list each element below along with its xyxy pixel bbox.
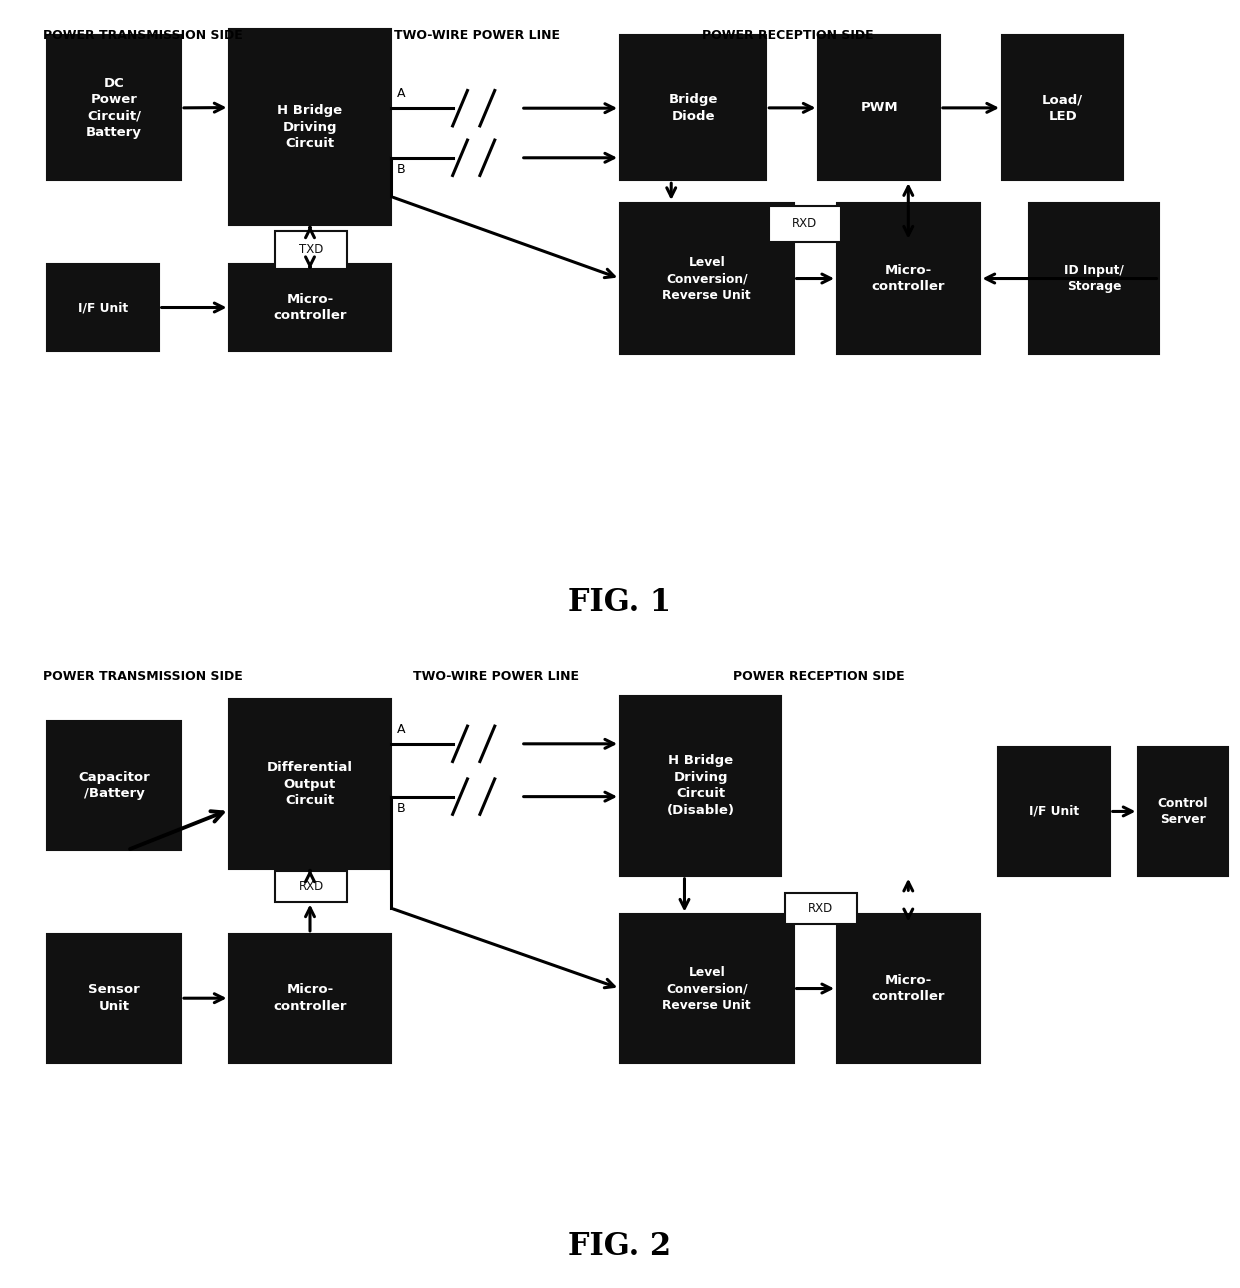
Text: Bridge
Diode: Bridge Diode	[668, 93, 718, 122]
Text: ID Input/
Storage: ID Input/ Storage	[1064, 264, 1125, 294]
FancyBboxPatch shape	[837, 202, 980, 354]
FancyBboxPatch shape	[1138, 747, 1228, 876]
Text: H Bridge
Driving
Circuit
(Disable): H Bridge Driving Circuit (Disable)	[667, 755, 734, 817]
FancyBboxPatch shape	[275, 871, 347, 902]
Text: B: B	[397, 164, 405, 176]
Text: H Bridge
Driving
Circuit: H Bridge Driving Circuit	[278, 104, 342, 151]
FancyBboxPatch shape	[229, 934, 391, 1063]
Text: RXD: RXD	[299, 880, 324, 893]
FancyBboxPatch shape	[47, 721, 181, 850]
Text: TXD: TXD	[299, 243, 324, 256]
Text: Load/
LED: Load/ LED	[1042, 93, 1084, 122]
FancyBboxPatch shape	[229, 30, 391, 225]
FancyBboxPatch shape	[620, 36, 766, 180]
Text: POWER TRANSMISSION SIDE: POWER TRANSMISSION SIDE	[42, 670, 243, 683]
Text: Differential
Output
Circuit: Differential Output Circuit	[267, 761, 353, 808]
FancyBboxPatch shape	[1002, 36, 1123, 180]
Text: I/F Unit: I/F Unit	[1029, 805, 1079, 818]
Text: Level
Conversion/
Reverse Unit: Level Conversion/ Reverse Unit	[662, 255, 751, 301]
Text: POWER RECEPTION SIDE: POWER RECEPTION SIDE	[733, 670, 904, 683]
Text: POWER RECEPTION SIDE: POWER RECEPTION SIDE	[702, 30, 873, 43]
Text: Level
Conversion/
Reverse Unit: Level Conversion/ Reverse Unit	[662, 966, 751, 1011]
FancyBboxPatch shape	[47, 264, 159, 352]
FancyBboxPatch shape	[229, 698, 391, 869]
Text: TWO-WIRE POWER LINE: TWO-WIRE POWER LINE	[413, 670, 579, 683]
FancyBboxPatch shape	[998, 747, 1110, 876]
FancyBboxPatch shape	[620, 202, 794, 354]
Text: Micro-
controller: Micro- controller	[872, 974, 945, 1003]
Text: A: A	[397, 88, 405, 100]
Text: A: A	[397, 723, 405, 737]
Text: PWM: PWM	[861, 102, 898, 115]
Text: FIG. 2: FIG. 2	[568, 1230, 672, 1262]
FancyBboxPatch shape	[837, 914, 980, 1063]
Text: I/F Unit: I/F Unit	[78, 301, 128, 314]
Text: Micro-
controller: Micro- controller	[273, 292, 347, 322]
Text: Sensor
Unit: Sensor Unit	[88, 984, 140, 1012]
FancyBboxPatch shape	[47, 36, 181, 180]
Text: Capacitor
/Battery: Capacitor /Battery	[78, 772, 150, 800]
Text: RXD: RXD	[808, 902, 833, 916]
Text: RXD: RXD	[792, 218, 817, 231]
FancyBboxPatch shape	[620, 696, 781, 876]
Text: Micro-
controller: Micro- controller	[872, 264, 945, 294]
FancyBboxPatch shape	[229, 264, 391, 352]
FancyBboxPatch shape	[275, 231, 347, 269]
Text: DC
Power
Circuit/
Battery: DC Power Circuit/ Battery	[86, 76, 143, 139]
FancyBboxPatch shape	[620, 914, 794, 1063]
FancyBboxPatch shape	[785, 894, 857, 925]
Text: Micro-
controller: Micro- controller	[273, 984, 347, 1012]
Text: POWER TRANSMISSION SIDE: POWER TRANSMISSION SIDE	[42, 30, 243, 43]
FancyBboxPatch shape	[1029, 202, 1159, 354]
FancyBboxPatch shape	[47, 934, 181, 1063]
FancyBboxPatch shape	[769, 206, 841, 242]
Text: TWO-WIRE POWER LINE: TWO-WIRE POWER LINE	[394, 30, 560, 43]
FancyBboxPatch shape	[818, 36, 940, 180]
Text: FIG. 1: FIG. 1	[568, 586, 672, 618]
Text: B: B	[397, 801, 405, 815]
Text: Control
Server: Control Server	[1158, 797, 1208, 826]
